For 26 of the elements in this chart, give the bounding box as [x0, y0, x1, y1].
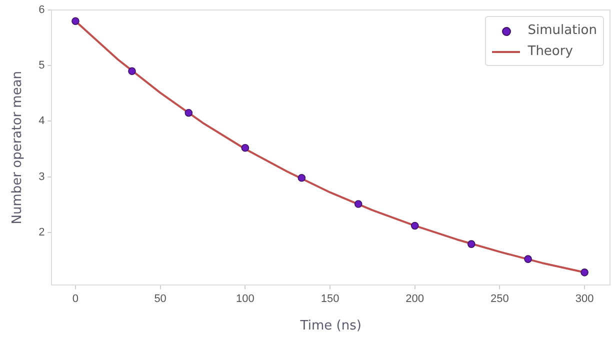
point	[354, 200, 362, 208]
point	[467, 240, 476, 248]
x-tick-label: 150	[320, 292, 340, 305]
point	[184, 108, 193, 117]
legend-label: Theory	[528, 44, 573, 59]
x-tick-label: 200	[406, 292, 424, 305]
point	[524, 255, 532, 263]
x-tick-label: 100	[236, 292, 254, 305]
y-tick-label: 6	[38, 4, 45, 16]
x-tick-label: 300	[575, 292, 594, 305]
point	[241, 144, 250, 152]
y-tick-label: 2	[38, 226, 45, 238]
x-tick-label: 0	[72, 292, 79, 305]
legend-label: Simulation	[528, 23, 597, 38]
y-tick-label: 3	[38, 170, 45, 183]
x-tick-label: 50	[154, 292, 166, 305]
y-axis-title: Number operator mean	[10, 70, 26, 224]
point	[580, 268, 588, 276]
point	[72, 17, 80, 26]
x-tick-label: 250	[490, 292, 509, 305]
point	[298, 174, 306, 182]
y-tick-label: 5	[38, 60, 45, 72]
y-tick-label: 4	[38, 115, 45, 128]
point	[128, 67, 136, 76]
point	[410, 222, 419, 230]
x-axis-title: Time (ns)	[299, 318, 362, 334]
